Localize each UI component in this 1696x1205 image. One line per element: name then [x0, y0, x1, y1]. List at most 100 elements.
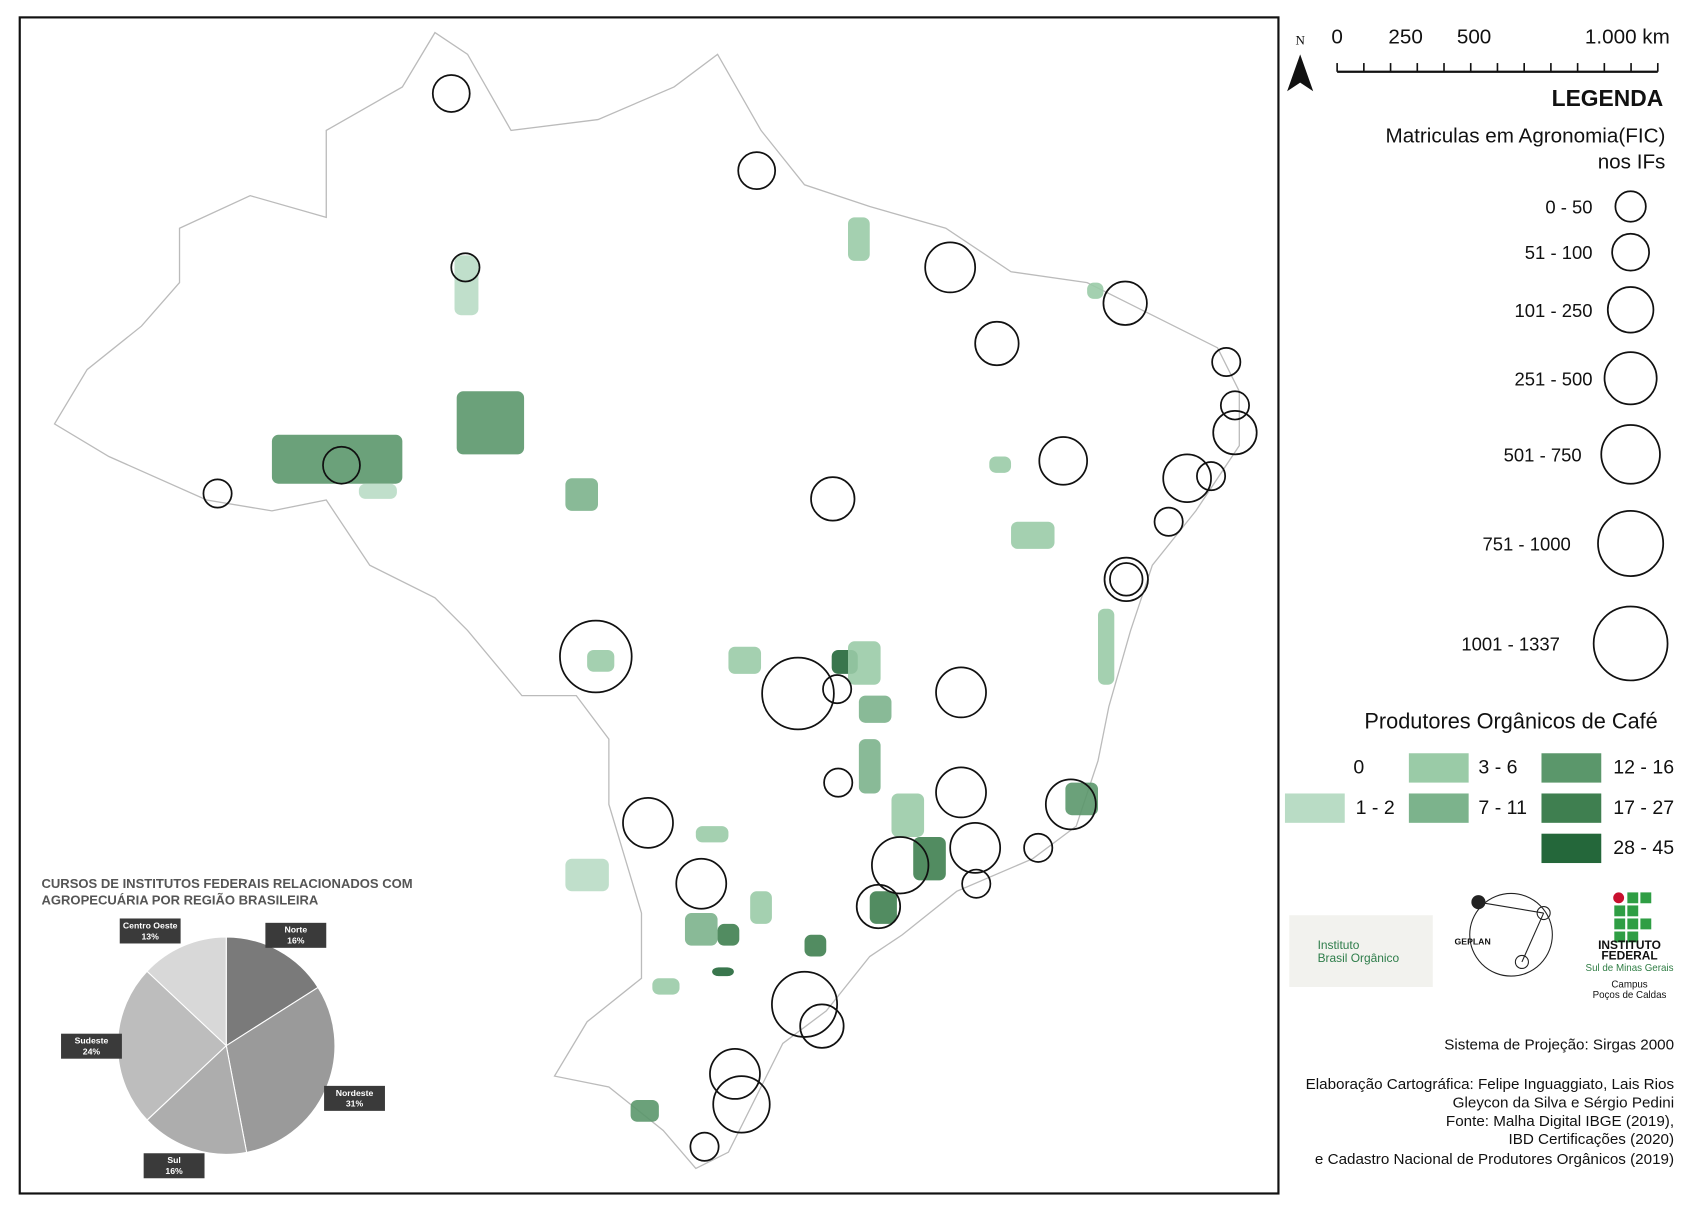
- legend-circle-label: 0 - 50: [1545, 197, 1592, 218]
- enrollment-circle: [1023, 832, 1054, 863]
- legend-circle-label: 251 - 500: [1515, 368, 1593, 389]
- enrollment-circle: [709, 1048, 761, 1100]
- producer-area: [848, 641, 881, 685]
- producer-areas: [271, 217, 1115, 1122]
- producer-area: [1098, 608, 1115, 685]
- producer-area: [869, 891, 897, 924]
- enrollment-circle: [771, 970, 838, 1038]
- credit-line: IBD Certificações (2020): [1508, 1131, 1674, 1148]
- pie-label-box: [143, 1153, 205, 1179]
- pie-category-label: Sudeste: [75, 1036, 109, 1046]
- logo-box: [1289, 915, 1433, 987]
- enrollment-circle: [1103, 556, 1149, 602]
- legend-circle-label: 501 - 750: [1504, 444, 1582, 465]
- enrollment-circle: [431, 74, 471, 113]
- producer-area: [712, 967, 734, 977]
- legend-circle: [1614, 190, 1647, 223]
- enrollment-circle: [559, 619, 633, 694]
- producer-area: [630, 1100, 659, 1122]
- scale-label: 1.000 km: [1585, 25, 1670, 48]
- enrollment-circle: [1102, 280, 1148, 326]
- legend-swatch: [1541, 833, 1602, 864]
- pie-label-box: [265, 922, 327, 948]
- pie-value-label: 24%: [83, 1046, 101, 1056]
- pie-value-label: 13%: [141, 931, 159, 941]
- circle-legend-title: Matriculas em Agronomia(FIC): [1386, 124, 1666, 147]
- logo-text: Sul de Minas Gerais: [1586, 963, 1674, 974]
- pie-slice: [146, 1044, 248, 1155]
- pie-label-box: [324, 1085, 385, 1111]
- legend-circle-label: 1001 - 1337: [1461, 634, 1560, 655]
- credit-line: Elaboração Cartográfica: Felipe Inguaggi…: [1306, 1076, 1675, 1093]
- enrollment-circle: [1044, 778, 1097, 831]
- pie-title: CURSOS DE INSTITUTOS FEDERAIS RELACIONAD…: [41, 876, 412, 891]
- legend-circle: [1600, 424, 1661, 485]
- enrollment-circle: [855, 883, 902, 930]
- pie-slice: [225, 936, 319, 1047]
- logo-text: GEPLAN: [1455, 937, 1491, 947]
- legend-title: LEGENDA: [1552, 85, 1664, 111]
- producer-area: [695, 826, 729, 843]
- producer-area: [587, 650, 615, 672]
- enrollment-circle: [622, 796, 674, 849]
- north-label: N: [1295, 32, 1305, 47]
- producer-area: [565, 478, 598, 511]
- legend-swatch: [1284, 793, 1345, 823]
- enrollment-circle: [822, 674, 853, 705]
- legend-circle-label: 751 - 1000: [1482, 534, 1570, 555]
- legend-circle: [1603, 351, 1658, 406]
- producer-area: [271, 434, 403, 484]
- brazil-outline: [53, 31, 1240, 1170]
- enrollment-circle: [949, 821, 1002, 874]
- enrollment-circle: [961, 868, 992, 899]
- enrollment-circle: [1153, 506, 1184, 537]
- producer-area: [456, 391, 525, 455]
- legend-circle: [1597, 509, 1665, 577]
- enrollment-circle: [1211, 346, 1242, 377]
- enrollment-circle: [935, 766, 987, 819]
- legend-swatch: [1408, 793, 1469, 823]
- enrollment-circle: [799, 1003, 845, 1049]
- producer-area: [358, 483, 397, 499]
- color-legend-title: Produtores Orgânicos de Café: [1364, 709, 1657, 734]
- legend-circle: [1592, 605, 1669, 682]
- credit-line: Gleycon da Silva e Sérgio Pedini: [1453, 1094, 1674, 1111]
- pie-chart: Norte16%Nordeste31%Sul16%Sudeste24%Centr…: [61, 918, 385, 1179]
- enrollment-circle: [1109, 562, 1144, 597]
- legend-swatch-label: 28 - 45: [1613, 837, 1674, 859]
- pie-label-box: [61, 1033, 122, 1059]
- pie-category-label: Nordeste: [336, 1088, 374, 1098]
- pie-category-label: Centro Oeste: [123, 920, 178, 930]
- enrollment-circle: [823, 767, 854, 798]
- enrollment-circle: [712, 1075, 771, 1134]
- credit-line: e Cadastro Nacional de Produtores Orgâni…: [1315, 1151, 1674, 1168]
- pie-category-label: Norte: [284, 925, 307, 935]
- producer-area: [565, 858, 609, 892]
- legend-circle-label: 51 - 100: [1525, 242, 1593, 263]
- circle-legend-title: nos IFs: [1598, 150, 1666, 173]
- legend-circle: [1611, 232, 1650, 272]
- enrollment-circle: [1038, 436, 1088, 486]
- pie-title: AGROPECUÁRIA POR REGIÃO BRASILEIRA: [41, 893, 318, 908]
- credit-line: Fonte: Malha Digital IBGE (2019),: [1446, 1113, 1674, 1130]
- logo-text: Brasil Orgânico: [1318, 951, 1400, 965]
- enrollment-circle: [202, 478, 233, 509]
- enrollment-circle: [871, 836, 930, 895]
- legend-swatch: [1541, 753, 1602, 783]
- producer-area: [454, 255, 479, 316]
- producer-area: [717, 923, 740, 946]
- enrollment-circle: [1196, 461, 1227, 492]
- legend-swatch-label: 0: [1353, 757, 1364, 779]
- logo-text: INSTITUTO: [1598, 938, 1661, 952]
- legend-swatch: [1541, 793, 1602, 823]
- enrollment-circle: [924, 241, 977, 294]
- pie-value-label: 16%: [287, 936, 305, 946]
- north-arrow: [1287, 54, 1314, 92]
- producer-area: [750, 891, 772, 924]
- legend-swatch-label: 12 - 16: [1613, 757, 1674, 779]
- producer-area: [684, 913, 718, 946]
- producer-area: [1011, 521, 1055, 549]
- legend-swatch: [1408, 753, 1469, 783]
- enrollment-circle: [689, 1131, 720, 1162]
- legend-circle: [1606, 286, 1655, 334]
